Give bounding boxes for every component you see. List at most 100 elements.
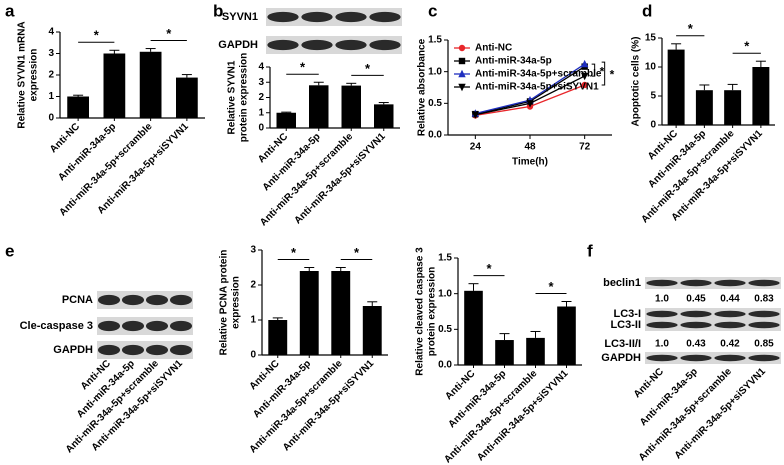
y-tick-label: 1 <box>48 91 54 102</box>
significance-label: * <box>688 21 694 36</box>
blot-band <box>646 279 678 287</box>
x-tick-label: Anti-miR-34a-5p+scramble <box>64 358 161 455</box>
bar <box>276 112 296 128</box>
blot-band <box>97 320 121 332</box>
blot-band <box>97 294 121 306</box>
blot-strip <box>266 8 402 26</box>
blot-strip <box>97 291 193 309</box>
panel-letter: b <box>213 1 223 20</box>
blot-strip <box>645 308 781 320</box>
bar <box>695 90 713 125</box>
y-tick-label: 0.5 <box>428 98 442 109</box>
blot-band <box>369 11 401 23</box>
blot-band <box>267 11 299 23</box>
bar <box>464 290 483 365</box>
significance-bracket <box>591 63 596 77</box>
blot-band <box>301 11 333 23</box>
row-label: SYVN1 <box>222 11 258 23</box>
ratio-label: 1.0 <box>655 294 669 305</box>
blot-band <box>714 321 746 329</box>
ratio-label: 0.44 <box>720 294 740 305</box>
row-label: GAPDH <box>601 352 641 364</box>
bar <box>667 49 685 125</box>
bar <box>67 96 89 118</box>
bar <box>557 306 576 365</box>
blot-strip <box>97 341 193 359</box>
bar <box>176 77 198 118</box>
x-tick-label: Anti-miR-34a-5p <box>251 358 313 420</box>
bar <box>526 337 545 365</box>
y-tick-label: 0.0 <box>438 360 452 371</box>
marker <box>458 69 466 78</box>
y-tick-label: 0 <box>250 350 256 361</box>
blot-strip <box>97 317 193 335</box>
blot-band <box>145 294 169 306</box>
blot-band <box>748 279 780 287</box>
marker <box>526 100 534 108</box>
blot-strip <box>645 277 781 289</box>
y-axis-label: Relative SYVN1 <box>227 60 238 134</box>
row-label: LC3-II/I <box>604 338 641 350</box>
significance-label: * <box>610 68 615 82</box>
blot-band <box>169 344 193 356</box>
y-tick-label: 3 <box>250 245 256 256</box>
y-tick-label: 5 <box>650 91 656 102</box>
blot-band <box>680 310 712 318</box>
bar <box>309 85 329 128</box>
y-axis-label: protein expression <box>427 267 438 356</box>
y-tick-label: 4 <box>258 62 264 73</box>
bar <box>299 271 319 355</box>
y-tick-label: 3 <box>48 48 54 59</box>
y-tick-label: 0 <box>650 120 656 131</box>
bar <box>268 320 288 355</box>
significance-label: * <box>365 61 371 76</box>
blot-band <box>714 354 746 362</box>
blot-band <box>121 294 145 306</box>
x-tick-label: 72 <box>579 142 591 153</box>
ratio-label: 1.0 <box>655 339 669 350</box>
blot-band <box>748 310 780 318</box>
y-tick-label: 1 <box>258 107 264 118</box>
x-tick-label: 24 <box>470 142 482 153</box>
blot-band <box>301 39 333 51</box>
bar <box>374 104 394 128</box>
ratio-label: 0.45 <box>686 294 706 305</box>
y-tick-label: 2 <box>258 92 264 103</box>
blot-band <box>121 320 145 332</box>
row-label: Cle-caspase 3 <box>20 320 93 332</box>
blot-band <box>646 354 678 362</box>
y-axis-label: Relative absorbance <box>417 38 428 136</box>
y-tick-label: 1.0 <box>428 66 442 77</box>
y-tick-label: 0.5 <box>438 324 452 335</box>
legend-label: Anti-miR-34a-5p+scramble <box>475 69 602 80</box>
bar <box>139 51 162 118</box>
y-tick-label: 2 <box>48 70 54 81</box>
y-axis-label: Apoptotic cells (%) <box>631 36 642 126</box>
significance-bracket <box>601 61 606 86</box>
x-tick-label: Anti-miR-34a-5p <box>446 368 508 430</box>
y-axis-label: expression <box>231 276 242 329</box>
row-label: LC3-I <box>614 308 642 320</box>
marker <box>458 44 466 52</box>
ratio-label: 0.43 <box>686 339 706 350</box>
x-tick-label: Anti-miR-34a-5p <box>261 131 323 193</box>
blot-band <box>169 320 193 332</box>
bar <box>341 85 361 128</box>
blot-strip <box>645 319 781 331</box>
blot-band <box>646 321 678 329</box>
y-tick-label: 15 <box>645 33 657 44</box>
row-label: GAPDH <box>218 39 258 51</box>
blot-band <box>145 344 169 356</box>
blot-band <box>145 320 169 332</box>
blot-band <box>748 321 780 329</box>
blot-band <box>369 39 401 51</box>
x-tick-label: 48 <box>524 142 536 153</box>
legend-label: Anti-NC <box>475 43 512 54</box>
y-tick-label: 1.5 <box>438 253 452 264</box>
row-label: GAPDH <box>53 344 93 356</box>
y-tick-label: 1.5 <box>428 35 442 46</box>
ratio-label: 0.83 <box>754 294 774 305</box>
y-tick-label: 0.0 <box>428 130 442 141</box>
blot-strip <box>645 352 781 364</box>
